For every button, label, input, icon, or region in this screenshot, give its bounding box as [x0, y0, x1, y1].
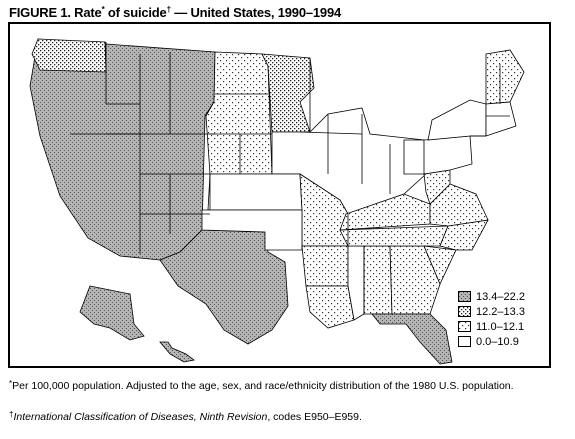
- region-arkansas: [301, 245, 349, 287]
- region-north-carolina: [439, 219, 489, 251]
- footnote-icd: †International Classification of Disease…: [9, 409, 559, 424]
- title-text-middle: of suicide: [104, 5, 167, 20]
- footnote-star-text: Per 100,000 population. Adjusted to the …: [12, 380, 514, 392]
- region-washington: [31, 38, 107, 73]
- state-border-line: [299, 131, 363, 135]
- legend-label: 13.4–22.2: [476, 290, 525, 303]
- legend-label: 12.2–13.3: [476, 305, 525, 318]
- legend-swatch-highest: [458, 291, 471, 302]
- region-south-carolina: [423, 245, 457, 285]
- legend-item: 13.4–22.2: [458, 289, 525, 304]
- region-new-england-north: [485, 49, 525, 105]
- legend-label: 11.0–12.1: [476, 320, 525, 333]
- footnote-icd-title: International Classification of Diseases…: [13, 411, 268, 423]
- legend-swatch-lowest: [458, 336, 471, 347]
- region-ohio: [403, 139, 427, 175]
- region-louisiana: [305, 285, 355, 329]
- footnote-dagger-mark: †: [9, 410, 14, 419]
- region-north-central-west: [205, 51, 273, 175]
- legend-item: 11.0–12.1: [458, 319, 525, 334]
- region-alaska: [79, 285, 145, 341]
- title-text-suffix: — United States, 1990–1994: [170, 5, 342, 20]
- us-choropleth-map: [29, 38, 525, 365]
- region-new-england-south: [485, 101, 517, 137]
- legend-swatch-high: [458, 306, 471, 317]
- legend-label: 0.0–10.9: [476, 335, 519, 348]
- region-new-york: [427, 99, 487, 141]
- map-regions: [29, 38, 525, 365]
- state-borders: [70, 42, 510, 314]
- region-minnesota: [261, 53, 315, 133]
- region-florida: [371, 313, 453, 365]
- title-text-prefix: FIGURE 1. Rate: [9, 5, 102, 20]
- region-pennsylvania: [423, 135, 473, 175]
- title-dagger-mark: †: [166, 5, 171, 14]
- map-frame: 13.4–22.2 12.2–13.3 11.0–12.1 0.0–10.9: [8, 22, 551, 368]
- map-legend: 13.4–22.2 12.2–13.3 11.0–12.1 0.0–10.9: [458, 289, 525, 349]
- legend-swatch-mid: [458, 321, 471, 332]
- region-hawaii: [159, 341, 195, 363]
- title-star-mark: *: [101, 5, 105, 14]
- legend-item: 0.0–10.9: [458, 334, 525, 349]
- legend-item: 12.2–13.3: [458, 304, 525, 319]
- figure-title: FIGURE 1. Rate* of suicide† — United Sta…: [9, 5, 341, 20]
- footnote-icd-codes: , codes E950–E959.: [267, 411, 362, 423]
- footnote-star-mark: *: [9, 379, 13, 388]
- footnote-rate: *Per 100,000 population. Adjusted to the…: [9, 378, 559, 393]
- region-kansas: [207, 173, 303, 211]
- region-alabama: [363, 245, 393, 315]
- region-oklahoma: [201, 209, 303, 251]
- region-west: [29, 38, 216, 261]
